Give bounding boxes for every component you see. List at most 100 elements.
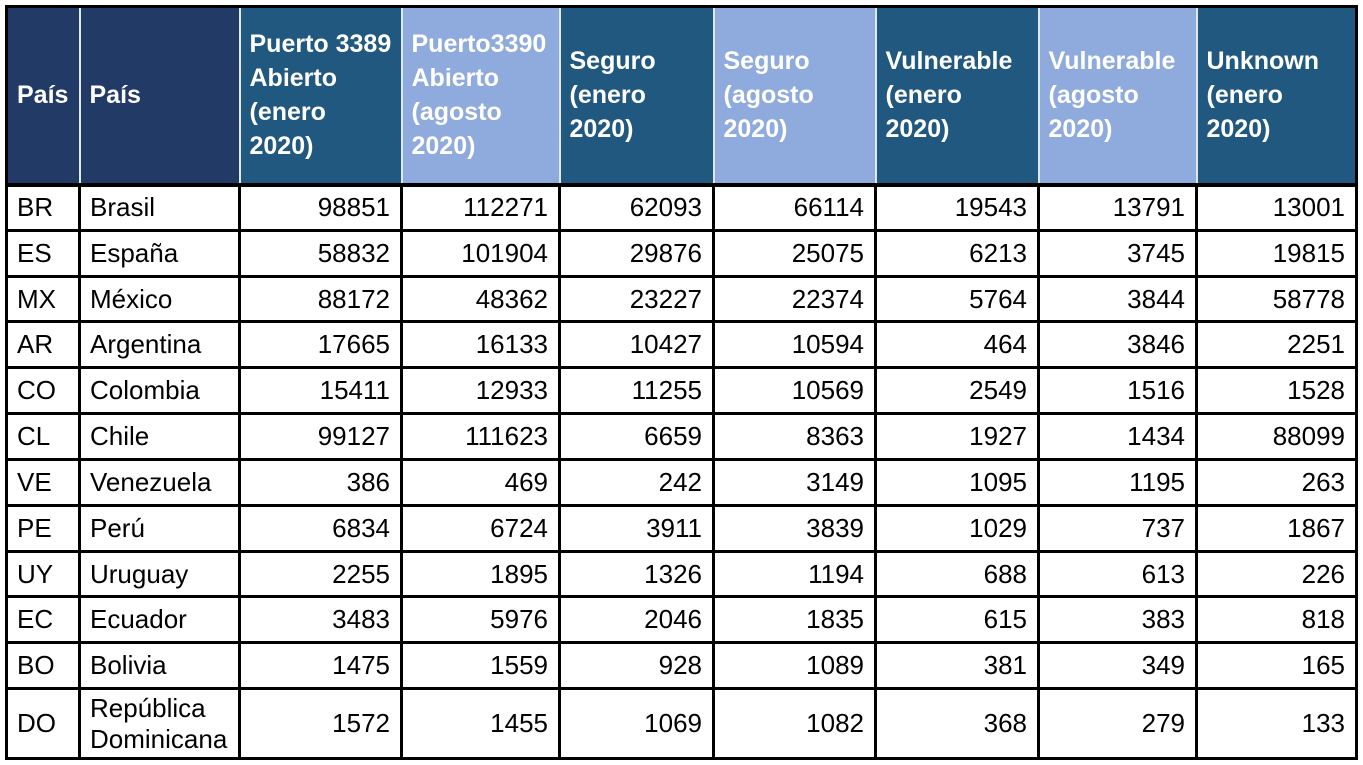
value-cell: 5976: [400, 595, 561, 645]
column-header-6: Vulnerable (enero 2020): [874, 5, 1040, 187]
country-name-cell: Chile: [78, 412, 241, 461]
value-cell: 88172: [238, 274, 403, 324]
value-cell: 12933: [400, 366, 561, 416]
value-cell: 66114: [712, 183, 877, 232]
value-cell: 1455: [400, 687, 561, 760]
value-cell: 2549: [874, 366, 1040, 416]
value-cell: 1069: [558, 687, 715, 760]
value-cell: 226: [1195, 549, 1358, 599]
table-row: CO Colombia 15411 12933 11255 10569 2549 1516 15…: [5, 366, 1358, 416]
table-body: BR Brasil 98851 112271 62093 66114 19543 13791 1…: [5, 183, 1358, 760]
country-code-cell: CL: [5, 412, 81, 461]
value-cell: 737: [1037, 503, 1198, 553]
value-cell: 386: [238, 457, 403, 507]
value-cell: 263: [1195, 457, 1358, 507]
value-cell: 383: [1037, 595, 1198, 645]
value-cell: 29876: [558, 228, 715, 278]
value-cell: 19815: [1195, 228, 1358, 278]
table-row: CL Chile 99127 111623 6659 8363 1927 1434 88099: [5, 412, 1358, 461]
country-code-cell: VE: [5, 457, 81, 507]
value-cell: 15411: [238, 366, 403, 416]
value-cell: 1927: [874, 412, 1040, 461]
value-cell: 464: [874, 320, 1040, 370]
value-cell: 8363: [712, 412, 877, 461]
value-cell: 25075: [712, 228, 877, 278]
value-cell: 10427: [558, 320, 715, 370]
country-port-status-table: País País Puerto 3389 Abierto (enero 2020)…: [5, 5, 1358, 760]
value-cell: 1559: [400, 641, 561, 691]
value-cell: 3483: [238, 595, 403, 645]
value-cell: 133: [1195, 687, 1358, 760]
country-name-cell: España: [78, 228, 241, 278]
value-cell: 98851: [238, 183, 403, 232]
value-cell: 818: [1195, 595, 1358, 645]
value-cell: 16133: [400, 320, 561, 370]
column-header-7: Vulnerable (agosto 2020): [1037, 5, 1198, 187]
value-cell: 3911: [558, 503, 715, 553]
column-header-5: Seguro (agosto 2020): [712, 5, 877, 187]
value-cell: 6659: [558, 412, 715, 461]
value-cell: 1029: [874, 503, 1040, 553]
country-name-cell: Brasil: [78, 183, 241, 232]
table-row: DO República Dominicana 1572 1455 1069 1082 36…: [5, 687, 1358, 760]
country-code-cell: ES: [5, 228, 81, 278]
value-cell: 112271: [400, 183, 561, 232]
table-row: BO Bolivia 1475 1559 928 1089 381 349 165: [5, 641, 1358, 691]
value-cell: 19543: [874, 183, 1040, 232]
value-cell: 1528: [1195, 366, 1358, 416]
value-cell: 1095: [874, 457, 1040, 507]
value-cell: 6724: [400, 503, 561, 553]
value-cell: 1895: [400, 549, 561, 599]
value-cell: 3844: [1037, 274, 1198, 324]
value-cell: 1089: [712, 641, 877, 691]
column-header-2: Puerto 3389 Abierto (enero 2020): [238, 5, 403, 187]
value-cell: 101904: [400, 228, 561, 278]
value-cell: 13791: [1037, 183, 1198, 232]
value-cell: 2046: [558, 595, 715, 645]
country-name-cell: Uruguay: [78, 549, 241, 599]
value-cell: 242: [558, 457, 715, 507]
value-cell: 10569: [712, 366, 877, 416]
country-name-cell: República Dominicana: [78, 687, 241, 760]
column-header-3: Puerto3390 Abierto (agosto 2020): [400, 5, 561, 187]
country-code-cell: UY: [5, 549, 81, 599]
table-row: UY Uruguay 2255 1895 1326 1194 688 613 226: [5, 549, 1358, 599]
country-code-cell: DO: [5, 687, 81, 760]
country-name-cell: México: [78, 274, 241, 324]
value-cell: 1572: [238, 687, 403, 760]
value-cell: 165: [1195, 641, 1358, 691]
table-row: VE Venezuela 386 469 242 3149 1095 1195 263: [5, 457, 1358, 507]
value-cell: 279: [1037, 687, 1198, 760]
value-cell: 1194: [712, 549, 877, 599]
country-name-cell: Argentina: [78, 320, 241, 370]
value-cell: 48362: [400, 274, 561, 324]
table-row: ES España 58832 101904 29876 25075 6213 3745 198…: [5, 228, 1358, 278]
value-cell: 381: [874, 641, 1040, 691]
country-name-cell: Venezuela: [78, 457, 241, 507]
value-cell: 23227: [558, 274, 715, 324]
value-cell: 613: [1037, 549, 1198, 599]
table-row: BR Brasil 98851 112271 62093 66114 19543 13791 1…: [5, 183, 1358, 232]
value-cell: 1867: [1195, 503, 1358, 553]
header-row: País País Puerto 3389 Abierto (enero 2020)…: [5, 5, 1358, 187]
value-cell: 58778: [1195, 274, 1358, 324]
value-cell: 1434: [1037, 412, 1198, 461]
value-cell: 88099: [1195, 412, 1358, 461]
value-cell: 2251: [1195, 320, 1358, 370]
value-cell: 3839: [712, 503, 877, 553]
table-header: País País Puerto 3389 Abierto (enero 2020)…: [5, 5, 1358, 187]
value-cell: 1835: [712, 595, 877, 645]
country-code-cell: BO: [5, 641, 81, 691]
country-code-cell: PE: [5, 503, 81, 553]
value-cell: 615: [874, 595, 1040, 645]
value-cell: 62093: [558, 183, 715, 232]
country-name-cell: Perú: [78, 503, 241, 553]
country-name-cell: Ecuador: [78, 595, 241, 645]
value-cell: 10594: [712, 320, 877, 370]
table-row: AR Argentina 17665 16133 10427 10594 464 3846 22…: [5, 320, 1358, 370]
country-name-cell: Bolivia: [78, 641, 241, 691]
value-cell: 1475: [238, 641, 403, 691]
value-cell: 2255: [238, 549, 403, 599]
country-code-cell: BR: [5, 183, 81, 232]
value-cell: 22374: [712, 274, 877, 324]
